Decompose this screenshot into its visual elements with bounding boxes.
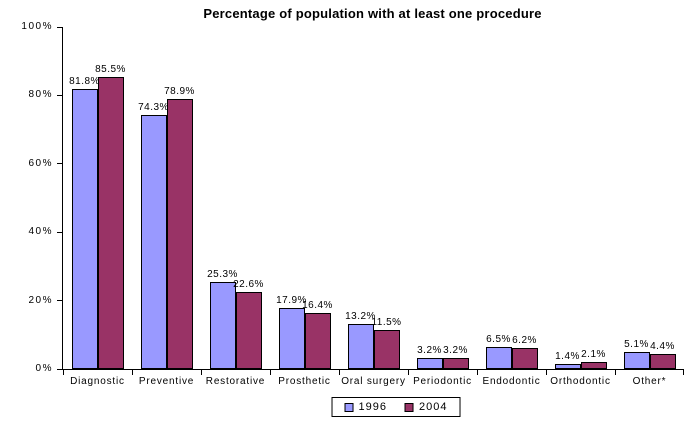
bar-value-label-1996-oral-surgery: 13.2% bbox=[345, 311, 376, 322]
bar-1996-restorative bbox=[209, 282, 236, 369]
y-axis-label: 0% bbox=[35, 363, 53, 374]
bar-2004-preventive bbox=[166, 99, 193, 369]
bar-1996-endodontic bbox=[485, 347, 512, 369]
bar-value-label-1996-restorative: 25.3% bbox=[207, 269, 238, 280]
y-axis-label: 20% bbox=[28, 294, 53, 306]
x-axis-tick bbox=[615, 369, 616, 375]
bar-value-label-2004-oral-surgery: 11.5% bbox=[371, 317, 402, 328]
category-label-prosthetic: Prosthetic bbox=[278, 376, 331, 387]
bar-value-label-1996-orthodontic: 1.4% bbox=[555, 351, 580, 362]
y-axis-tick bbox=[57, 300, 62, 302]
bar-value-label-2004-diagnostic: 85.5% bbox=[95, 64, 126, 75]
y-axis-tick bbox=[57, 368, 62, 370]
bar-value-label-2004-other: 4.4% bbox=[650, 341, 675, 352]
bar-value-label-2004-restorative: 22.6% bbox=[233, 279, 264, 290]
bar-value-label-1996-diagnostic: 81.8% bbox=[69, 76, 100, 87]
legend-label-2004: 2004 bbox=[419, 401, 448, 413]
x-axis-tick bbox=[201, 369, 202, 375]
y-axis-tick bbox=[57, 231, 62, 233]
bar-value-label-1996-prosthetic: 17.9% bbox=[276, 295, 307, 306]
x-axis-tick bbox=[132, 369, 133, 375]
category-label-preventive: Preventive bbox=[138, 376, 195, 387]
legend-item-2004: 2004 bbox=[405, 401, 447, 413]
bar-2004-restorative bbox=[235, 292, 262, 369]
category-label-oral-surgery: Oral surgery bbox=[341, 376, 406, 387]
bar-2004-orthodontic bbox=[580, 362, 607, 369]
chart-title: Percentage of population with at least o… bbox=[203, 6, 542, 21]
category-label-endodontic: Endodontic bbox=[482, 376, 541, 387]
x-axis-tick bbox=[339, 369, 340, 375]
plot-area: 0% 20% 40% 60% 80% 100% 81.8% 85.5% Diagnostic 74… bbox=[21, 21, 684, 387]
y-axis-label: 80% bbox=[28, 89, 53, 101]
legend-item-1996: 1996 bbox=[344, 401, 387, 413]
bar-value-label-1996-preventive: 74.3% bbox=[138, 102, 169, 113]
bar-2004-other bbox=[649, 354, 676, 369]
legend: 1996 2004 bbox=[331, 397, 461, 417]
y-axis-tick bbox=[57, 163, 62, 165]
bar-2004-endodontic bbox=[511, 348, 538, 369]
y-axis-label: 100% bbox=[21, 21, 53, 32]
bar-2004-prosthetic bbox=[304, 313, 331, 369]
x-axis-tick bbox=[63, 369, 64, 375]
bar-value-label-2004-preventive: 78.9% bbox=[164, 86, 195, 97]
category-label-orthodontic: Orthodontic bbox=[550, 376, 611, 387]
y-axis-label: 40% bbox=[28, 226, 53, 238]
x-axis-tick bbox=[477, 369, 478, 375]
category-label-other: Other* bbox=[632, 376, 667, 387]
category-label-restorative: Restorative bbox=[205, 376, 266, 387]
x-axis-tick bbox=[546, 369, 547, 375]
y-axis-label: 60% bbox=[28, 157, 53, 169]
x-axis-tick bbox=[683, 369, 684, 375]
bar-1996-periodontic bbox=[416, 358, 443, 369]
bar-2004-oral-surgery bbox=[373, 330, 400, 369]
legend-swatch-1996 bbox=[344, 402, 354, 412]
bar-1996-diagnostic bbox=[71, 89, 98, 369]
bar-value-label-2004-endodontic: 6.2% bbox=[512, 335, 537, 346]
bar-value-label-1996-other: 5.1% bbox=[624, 339, 649, 350]
bar-1996-other bbox=[623, 352, 650, 369]
bar-value-label-2004-orthodontic: 2.1% bbox=[581, 349, 606, 360]
bar-2004-diagnostic bbox=[97, 77, 124, 369]
bar-1996-orthodontic bbox=[554, 364, 581, 369]
bar-value-label-1996-endodontic: 6.5% bbox=[486, 334, 511, 345]
bar-value-label-2004-prosthetic: 16.4% bbox=[302, 300, 333, 311]
y-axis-tick bbox=[57, 94, 62, 96]
category-label-diagnostic: Diagnostic bbox=[70, 376, 125, 387]
bar-1996-oral-surgery bbox=[347, 324, 374, 369]
bar-2004-periodontic bbox=[442, 358, 469, 369]
y-axis-tick bbox=[57, 26, 62, 28]
bar-1996-prosthetic bbox=[278, 308, 305, 369]
bar-value-label-1996-periodontic: 3.2% bbox=[417, 345, 442, 356]
bar-1996-preventive bbox=[140, 115, 167, 369]
x-axis-tick bbox=[408, 369, 409, 375]
legend-swatch-2004 bbox=[405, 402, 414, 412]
category-label-periodontic: Periodontic bbox=[413, 376, 472, 387]
bar-value-label-2004-periodontic: 3.2% bbox=[443, 345, 468, 356]
x-axis-tick bbox=[270, 369, 271, 375]
legend-label-1996: 1996 bbox=[358, 401, 387, 413]
